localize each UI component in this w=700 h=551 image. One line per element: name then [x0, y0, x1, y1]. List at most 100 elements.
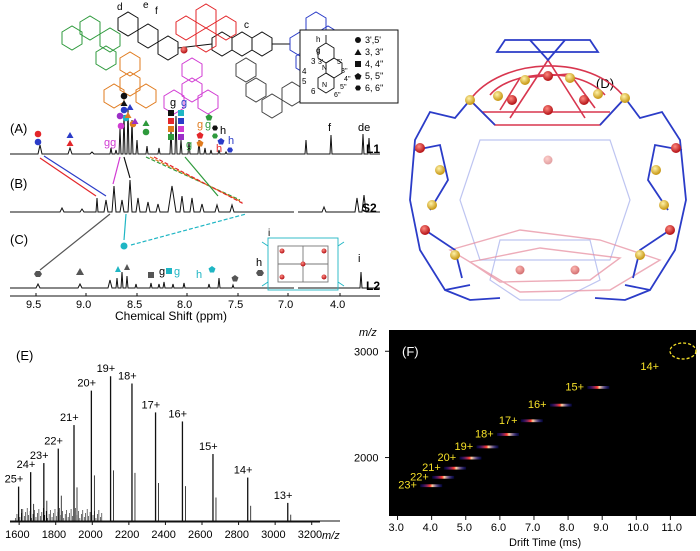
legend-atom-4pp: 4'' [344, 76, 351, 83]
ims-x-axis-title: Drift Time (ms) [509, 537, 581, 549]
peak-label-g1: g [170, 97, 176, 109]
ims-plot-area [389, 330, 696, 516]
legend-label-circle: 3',5' [365, 35, 381, 45]
peak-label-gg: gg [104, 137, 116, 149]
marker-pentagon-c1 [208, 266, 216, 273]
structure-label-e: e [143, 0, 149, 11]
marker-circle-blue2 [120, 106, 128, 114]
ms-label-13+: 13+ [274, 490, 293, 502]
legend-label-hexagon: 6, 6'' [365, 83, 384, 93]
panel-d-cage: (D) [409, 39, 687, 301]
marker-triangle-red [66, 140, 74, 146]
cage-back [459, 139, 631, 301]
nmr-x-ticks [35, 293, 341, 296]
ims-spot-16+ [549, 403, 572, 407]
ims-y-axis-title: m/z [359, 327, 377, 339]
marker-pentagon-c2 [231, 275, 239, 282]
panel-f-ims: (F) m/z 23+22+21+20+19+18+ 17+ 16+ 15+ 14+ 3… [354, 327, 697, 549]
label-panel-d: (D) [596, 76, 614, 91]
ms-tick-label: 3200 [298, 529, 322, 541]
ims-xtick-label: 3.0 [389, 522, 404, 534]
ims-xtick-label: 6.0 [491, 522, 506, 534]
ims-xtick-label: 10.0 [627, 522, 648, 534]
marker-square-magenta [178, 126, 184, 132]
ims-spot-20+ [459, 456, 482, 460]
nmr-legend: h g 3 4 5 6 3' 5' 3'' 4'' 5'' 6'' N N 3'… [299, 29, 399, 104]
ims-spot-15+ [587, 385, 610, 389]
marker-square-black [168, 110, 174, 116]
ims-label-23+: 23+ [398, 480, 417, 492]
ims-charge-labels: 23+22+21+20+19+18+ 17+ 16+ 15+ 14+ [398, 361, 659, 492]
ms-tick-label: 2200 [115, 529, 139, 541]
legend-atom-3p: 3' [318, 59, 323, 66]
ms-tick-label: 3000 [261, 529, 285, 541]
marker-triangle-purple [131, 118, 139, 124]
ms-x-ticks: 1600 1800 2000 2200 2400 2600 2800 3000 3200 [5, 522, 322, 541]
ligand-arm-grey [235, 57, 303, 119]
marker-circle-c-cyan [120, 242, 128, 250]
inset-macrocycle [261, 237, 345, 291]
marker-circle-blue [34, 138, 42, 146]
metal-center-icon [180, 46, 188, 54]
ims-label-14+: 14+ [640, 361, 659, 373]
marker-pentagon-red [196, 132, 204, 139]
ims-xtick-label: 9.0 [593, 522, 608, 534]
ligand-core [117, 11, 290, 61]
marker-hexagon-c1 [34, 271, 42, 277]
nmr-tick-4p0: 4.0 [330, 299, 345, 311]
nmr-markers-c: g g h h i i [34, 228, 360, 282]
legend-label-triangle: 3, 3'' [365, 47, 384, 57]
legend-atom-4: 4 [302, 67, 307, 76]
ims-spots [420, 385, 610, 488]
peak-label-h3: h [216, 143, 222, 155]
peak-label-gc1: g [159, 266, 165, 278]
ims-spot-19+ [476, 445, 499, 449]
marker-circle-red [34, 130, 42, 138]
marker-square-green [168, 134, 174, 140]
ims-y-ticks: 2000 3000 [354, 346, 389, 465]
ims-xtick-label: 5.0 [457, 522, 472, 534]
marker-square-purple [178, 134, 184, 140]
ims-x-ticks: 3.0 4.0 5.0 6.0 7.0 8.0 9.0 10.0 11.0 [389, 516, 682, 534]
peak-label-hc2: h [256, 257, 262, 269]
ms-label-24+: 24+ [17, 459, 36, 471]
legend-atom-6pp: 6'' [334, 92, 341, 99]
ms-label-23+: 23+ [30, 450, 49, 462]
marker-hexagon-black [212, 125, 218, 131]
peak-label-hc1: h [196, 269, 202, 281]
marker-triangle-c3 [115, 266, 121, 272]
legend-label-square: 4, 4'' [365, 59, 384, 69]
label-panel-a: (A) [10, 121, 27, 136]
nmr-trace-c [10, 271, 380, 289]
ims-spot-22+ [432, 475, 455, 479]
ms-tick-label: 2400 [151, 529, 175, 541]
legend-pentagon-icon [354, 73, 362, 80]
ims-spot-23+ [420, 484, 443, 488]
marker-square-c1 [148, 272, 154, 278]
cage-metal-spheres [415, 71, 681, 275]
ms-x-axis-title: m/z [322, 530, 340, 542]
legend-pyridine-icon [317, 35, 343, 94]
ims-spot-17+ [520, 419, 543, 423]
marker-square-cyan [178, 110, 184, 116]
ims-label-16+: 16+ [528, 399, 547, 411]
marker-triangle-blue [66, 132, 74, 138]
peak-label-ic1: i [268, 228, 270, 239]
ims-xtick-label: 4.0 [423, 522, 438, 534]
marker-square-red [168, 118, 174, 124]
nmr-correlation-arrows [39, 155, 247, 271]
peak-label-f: f [328, 122, 332, 134]
ims-label-15+: 15+ [565, 381, 584, 393]
legend-atom-n2: N [322, 82, 327, 89]
ims-highlight-ellipse [669, 342, 697, 360]
marker-hexagon-c2 [256, 270, 264, 276]
marker-square-blue [178, 118, 184, 124]
ims-spot-21+ [444, 466, 467, 470]
marker-pentagon-green [205, 114, 213, 121]
ligand-arm-orange [103, 51, 157, 109]
marker-triangle-black [120, 100, 128, 106]
legend-hexagon-icon [355, 85, 361, 91]
marker-triangle-green [142, 120, 150, 126]
ims-label-19+: 19+ [455, 441, 474, 453]
ims-xtick-label: 8.0 [559, 522, 574, 534]
